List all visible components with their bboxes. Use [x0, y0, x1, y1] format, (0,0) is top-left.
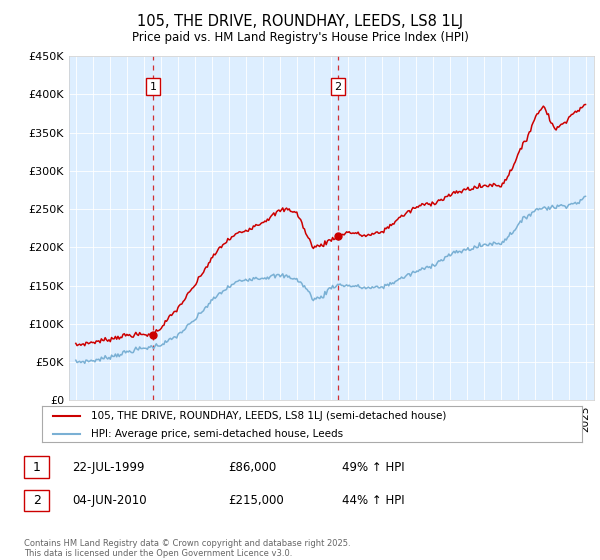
Text: HPI: Average price, semi-detached house, Leeds: HPI: Average price, semi-detached house,… — [91, 430, 343, 440]
Text: £215,000: £215,000 — [228, 494, 284, 507]
Text: Price paid vs. HM Land Registry's House Price Index (HPI): Price paid vs. HM Land Registry's House … — [131, 31, 469, 44]
Text: 2: 2 — [334, 82, 341, 92]
Text: 1: 1 — [149, 82, 157, 92]
Text: 49% ↑ HPI: 49% ↑ HPI — [342, 460, 404, 474]
Text: 2: 2 — [32, 494, 41, 507]
Text: 04-JUN-2010: 04-JUN-2010 — [72, 494, 146, 507]
Text: 105, THE DRIVE, ROUNDHAY, LEEDS, LS8 1LJ: 105, THE DRIVE, ROUNDHAY, LEEDS, LS8 1LJ — [137, 14, 463, 29]
Text: 44% ↑ HPI: 44% ↑ HPI — [342, 494, 404, 507]
Text: 1: 1 — [32, 460, 41, 474]
Text: £86,000: £86,000 — [228, 460, 276, 474]
Text: 105, THE DRIVE, ROUNDHAY, LEEDS, LS8 1LJ (semi-detached house): 105, THE DRIVE, ROUNDHAY, LEEDS, LS8 1LJ… — [91, 411, 446, 421]
Text: Contains HM Land Registry data © Crown copyright and database right 2025.
This d: Contains HM Land Registry data © Crown c… — [24, 539, 350, 558]
Text: 22-JUL-1999: 22-JUL-1999 — [72, 460, 145, 474]
